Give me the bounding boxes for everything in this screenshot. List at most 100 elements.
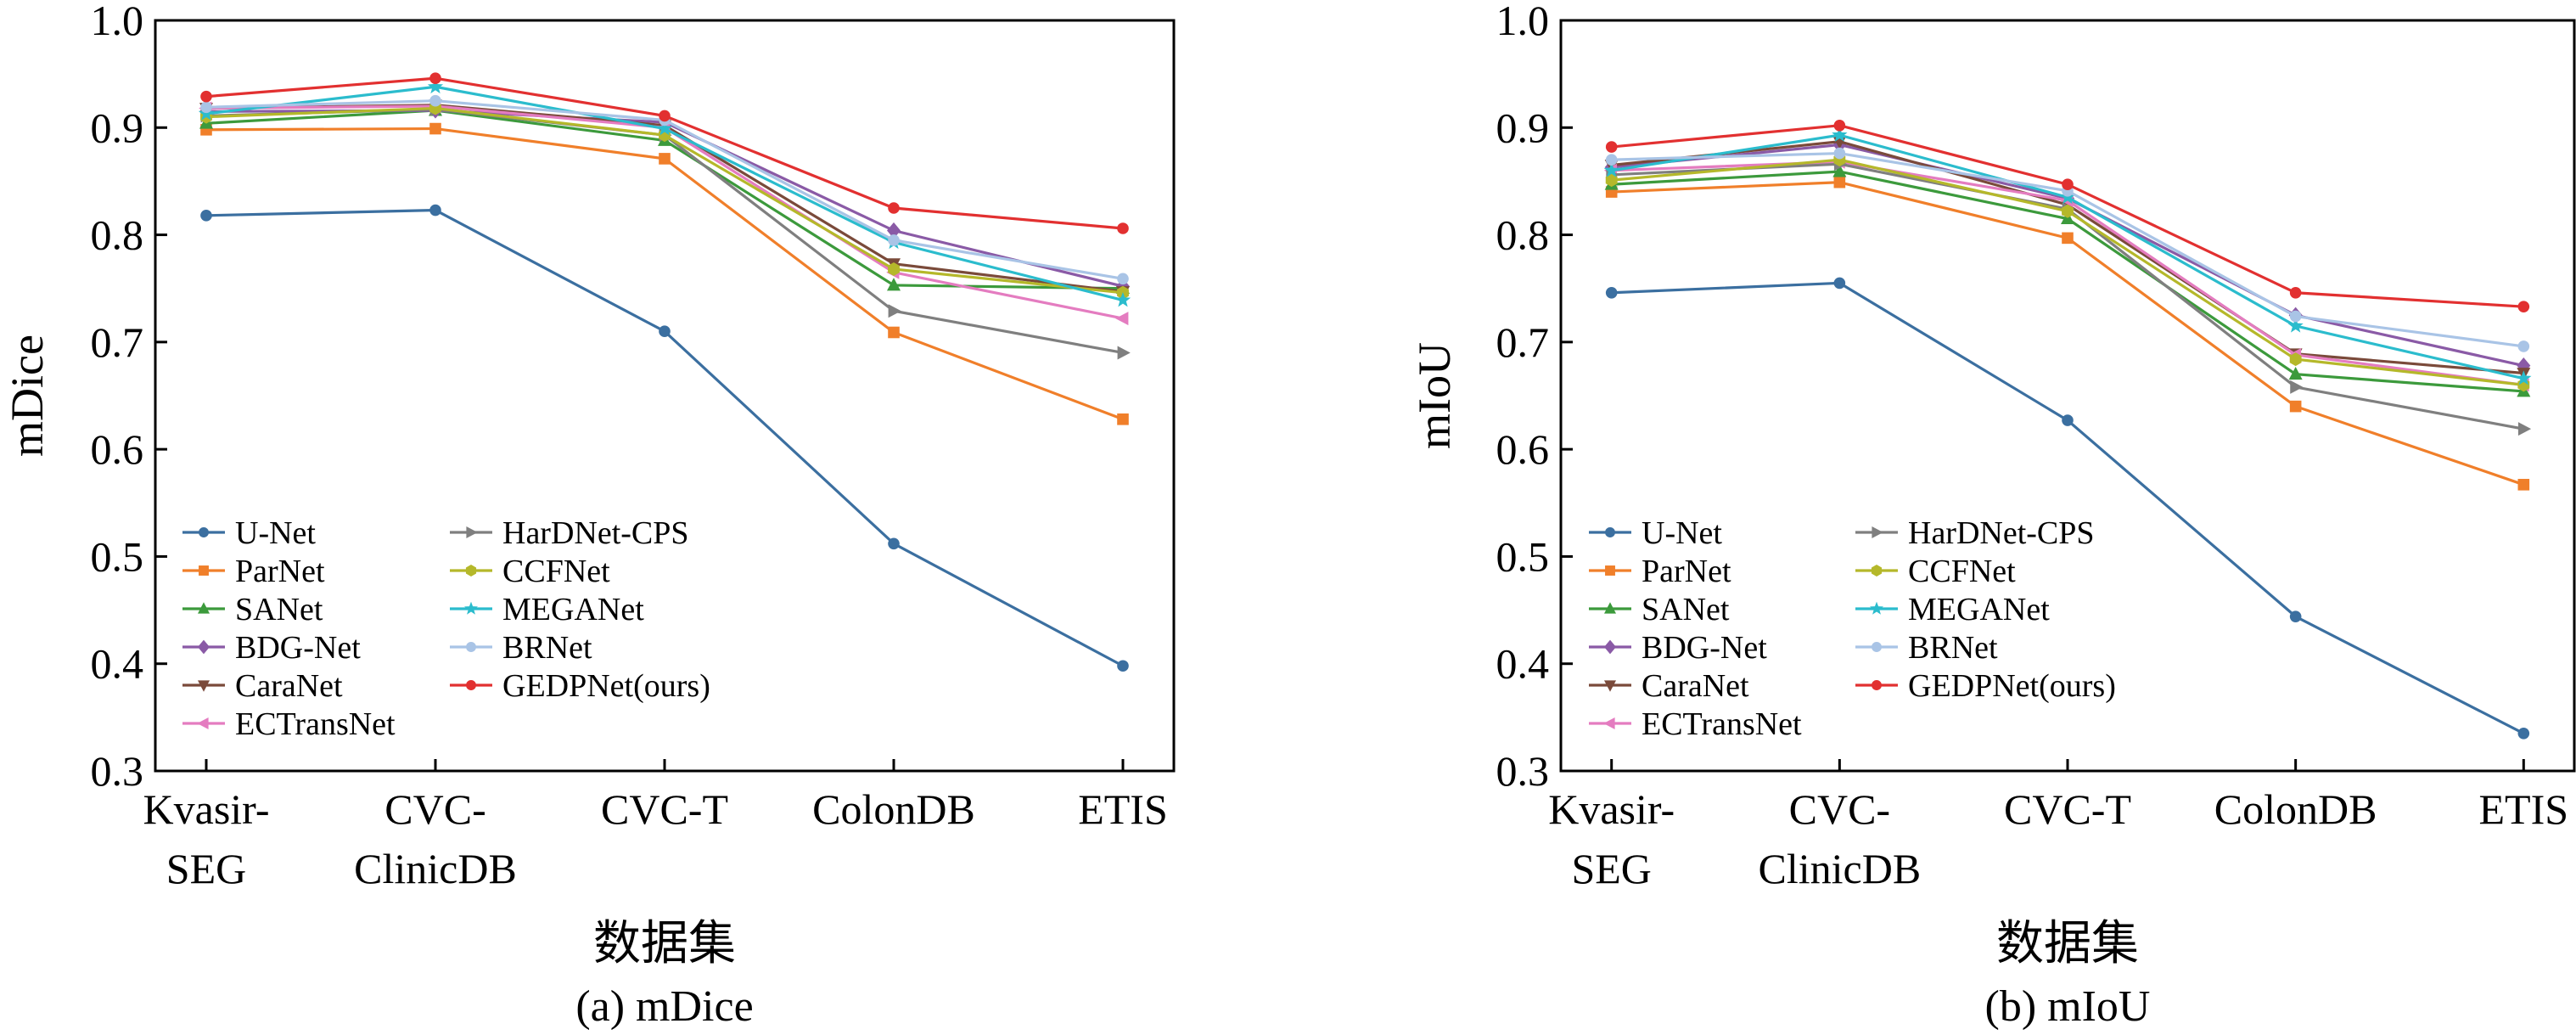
data-point [1832,127,1848,142]
x-tick-label: ETIS [2479,785,2569,833]
data-point [2290,380,2304,394]
chart-caption: (b) mIoU [1985,982,2151,1031]
x-tick-label: SEG [166,845,246,892]
series-u-net [200,204,1129,672]
y-tick-label: 1.0 [91,0,144,44]
y-tick-label: 0.7 [91,318,144,366]
y-tick-label: 0.8 [1496,211,1550,259]
y-tick-label: 0.7 [1496,318,1550,366]
x-tick-label: CVC-T [601,785,728,833]
legend-label: SANet [235,592,323,627]
data-point [656,120,673,136]
legend: U-NetParNetSANetBDG-NetCaraNetECTransNet… [182,515,710,742]
series-line [1611,181,2524,487]
data-point [2288,366,2303,380]
legend-label: HarDNet-CPS [1908,515,2095,551]
data-point [429,204,441,217]
y-tick-label: 0.3 [91,747,144,795]
data-point [429,94,441,107]
data-point [1117,413,1129,425]
series-brnet [1605,147,2530,352]
data-point [1114,292,1131,307]
legend-marker [466,642,476,652]
data-point [2062,178,2074,191]
series-u-net [1605,277,2530,740]
x-tick-label: CVC-T [2004,785,2131,833]
x-axis-title: 数据集 [593,918,736,970]
legend-marker [198,602,210,614]
data-point [2289,610,2302,622]
data-point [2287,318,2304,333]
y-tick-label: 0.9 [91,104,144,151]
legend-marker [465,565,477,577]
legend-marker [1605,565,1615,576]
legend-label: SANet [1642,592,1730,627]
y-tick-label: 0.5 [1496,532,1550,580]
legend-marker [199,527,209,537]
data-point [1605,154,1618,166]
legend-label: ParNet [1642,554,1731,589]
legend-label: MEGANet [502,592,644,627]
series-sanet [1604,164,2531,397]
data-point [1117,346,1131,360]
data-point [659,110,671,122]
data-point [429,72,441,84]
legend-label: U-Net [1642,515,1722,551]
data-point [2289,286,2302,299]
series-bdg-net [1604,136,2531,374]
data-point [1833,176,1846,188]
series-line [1611,133,2524,380]
legend-marker [1603,717,1615,729]
legend-marker [1872,680,1882,690]
legend-label: BRNet [1908,630,1998,666]
data-point [1117,660,1129,672]
legend-marker [1605,527,1615,537]
legend-marker [1872,526,1883,538]
series-brnet [200,94,1129,285]
data-point [1603,162,1619,177]
data-point [1605,286,1618,299]
legend-label: ECTransNet [235,706,396,742]
data-point [200,90,212,103]
y-tick-label: 0.6 [91,425,144,473]
data-point [1115,312,1129,326]
data-point [2517,728,2530,740]
x-tick-label: ColonDB [2214,785,2377,833]
data-point [659,153,671,165]
data-point [1833,277,1846,290]
data-point [2289,352,2302,367]
legend-marker [1872,642,1882,652]
legend-label: ParNet [235,554,325,589]
legend-label: CCFNet [502,554,610,589]
legend-label: BRNet [502,630,592,666]
data-point [888,234,900,246]
legend-label: U-Net [235,515,316,551]
legend: U-NetParNetSANetBDG-NetCaraNetECTransNet… [1589,515,2116,742]
legend-marker [1604,680,1616,692]
legend-label: GEDPNet(ours) [1908,668,2116,704]
data-point [429,122,441,135]
data-point [888,537,900,550]
data-point [1833,147,1846,160]
x-tick-label: Kvasir- [1548,785,1675,833]
legend-marker [1604,639,1616,655]
y-tick-label: 0.9 [1496,104,1550,151]
legend-label: GEDPNet(ours) [502,668,710,704]
y-tick-label: 0.5 [91,532,144,580]
y-axis-title: mDice [2,335,53,457]
x-tick-label: ClinicDB [354,845,517,892]
data-point [2517,340,2530,352]
data-point [887,222,901,239]
data-point [2516,370,2532,385]
legend-marker [198,639,210,655]
legend-marker [1604,602,1616,614]
series-gedpnet-ours- [200,72,1129,234]
y-tick-label: 0.3 [1496,747,1550,795]
y-tick-label: 0.6 [1496,425,1550,473]
chart-caption: (a) mDice [575,982,753,1031]
y-tick-label: 0.8 [91,211,144,259]
y-axis-title: mIoU [1409,342,1460,449]
x-axis-title: 数据集 [1996,918,2139,970]
y-tick-label: 0.4 [91,640,144,688]
